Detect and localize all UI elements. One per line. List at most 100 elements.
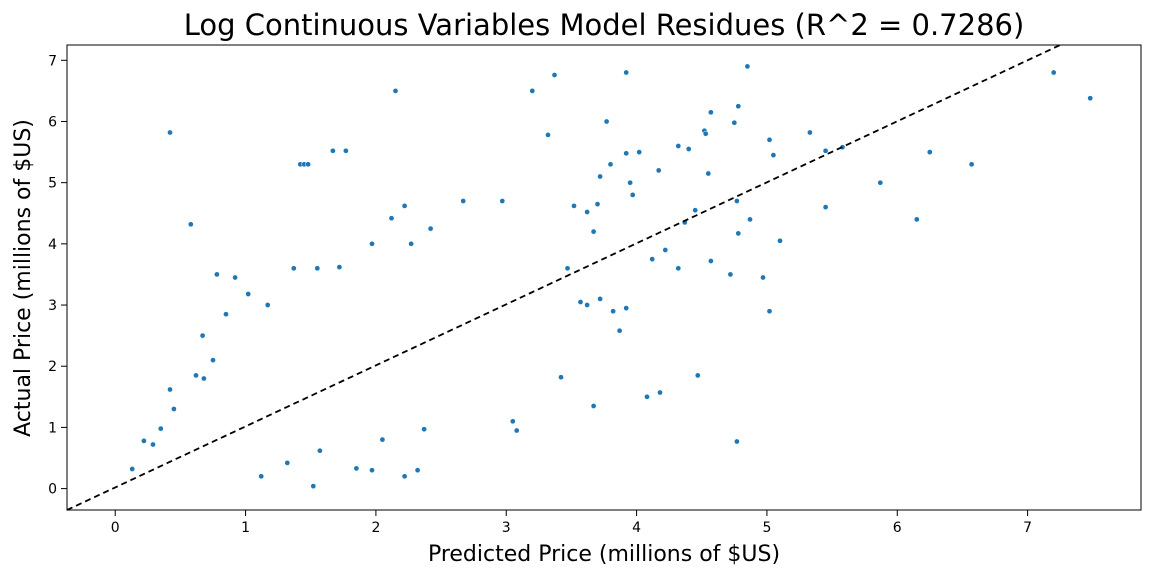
data-point: [766, 308, 773, 315]
data-point: [770, 152, 777, 158]
data-point: [330, 147, 336, 154]
data-point: [603, 118, 610, 125]
data-point: [305, 161, 311, 168]
data-point: [223, 311, 229, 318]
data-point: [317, 447, 323, 454]
data-point: [705, 170, 712, 177]
data-point: [597, 173, 603, 180]
data-point: [379, 436, 386, 443]
data-point: [877, 179, 884, 186]
data-point: [551, 72, 558, 78]
data-point: [545, 132, 551, 138]
data-point: [258, 473, 265, 480]
data-point: [777, 237, 783, 244]
data-point: [822, 204, 829, 210]
data-point: [735, 103, 742, 110]
y-tick-label: 5: [48, 176, 57, 192]
data-point: [369, 467, 375, 474]
data-point: [727, 271, 734, 278]
data-point: [685, 146, 692, 152]
x-tick-label: 7: [1023, 520, 1032, 536]
data-point: [584, 209, 590, 215]
data-point: [401, 203, 408, 209]
data-point: [926, 149, 933, 155]
x-tick-label: 2: [371, 520, 380, 536]
data-point: [171, 406, 177, 412]
data-point: [232, 274, 238, 281]
data-point: [807, 129, 813, 136]
data-point: [401, 473, 408, 480]
data-point: [210, 357, 216, 363]
data-point: [460, 198, 467, 204]
data-point: [310, 483, 317, 489]
y-axis-ticks: 0 1 2 3 4 5 6 7: [48, 53, 67, 498]
data-point: [675, 143, 682, 149]
data-point: [193, 372, 199, 379]
data-point: [343, 147, 349, 154]
x-tick-label: 6: [893, 520, 902, 536]
data-point: [616, 327, 623, 334]
data-point: [822, 147, 829, 154]
x-tick-label: 4: [632, 520, 641, 536]
data-point: [913, 216, 920, 223]
data-point: [623, 305, 630, 311]
plot-frame: [66, 44, 1142, 511]
data-point: [1050, 69, 1057, 76]
x-tick-label: 3: [502, 520, 511, 536]
data-point: [594, 201, 601, 207]
data-point: [577, 299, 584, 305]
data-point: [734, 438, 740, 445]
data-point: [657, 389, 663, 396]
data-point: [408, 240, 414, 247]
data-point: [1087, 95, 1094, 102]
y-tick-label: 6: [48, 114, 57, 130]
data-point: [629, 192, 636, 198]
data-point: [734, 198, 740, 204]
data-point: [584, 302, 590, 308]
data-point: [529, 88, 536, 94]
data-point: [694, 372, 701, 379]
data-point: [369, 240, 375, 247]
x-tick-label: 0: [111, 520, 120, 536]
data-point: [427, 225, 434, 232]
data-point: [590, 403, 597, 409]
data-point: [558, 374, 564, 381]
data-point: [421, 426, 427, 433]
data-point: [649, 256, 656, 262]
data-point: [167, 386, 173, 393]
data-point: [607, 161, 614, 168]
data-point: [201, 375, 207, 382]
data-point: [388, 215, 395, 222]
data-point: [744, 63, 751, 70]
data-point: [499, 198, 506, 204]
data-point: [644, 393, 650, 400]
data-point: [150, 441, 156, 448]
y-tick-label: 7: [48, 53, 57, 69]
data-point: [245, 291, 252, 297]
data-point: [662, 247, 669, 253]
y-tick-label: 2: [48, 359, 57, 375]
data-point: [414, 467, 421, 474]
data-point: [129, 466, 136, 472]
data-point: [157, 425, 164, 432]
x-tick-label: 1: [241, 520, 250, 536]
data-point: [702, 130, 709, 137]
data-point: [627, 179, 633, 186]
data-point: [513, 427, 520, 434]
data-point: [597, 296, 603, 302]
x-axis-ticks: 0 1 2 3 4 5 6 7: [111, 510, 1032, 536]
chart-title: Log Continuous Variables Model Residues …: [184, 8, 1025, 42]
data-point: [141, 438, 147, 444]
data-point: [590, 228, 597, 235]
data-point: [610, 308, 616, 315]
y-tick-label: 1: [48, 420, 57, 436]
reference-line: [66, 44, 1061, 511]
data-point: [708, 258, 714, 264]
y-tick-label: 0: [48, 482, 57, 498]
data-point: [675, 265, 682, 272]
data-point: [167, 129, 173, 136]
data-point: [264, 302, 271, 308]
data-point: [760, 274, 766, 281]
data-point: [747, 216, 753, 223]
